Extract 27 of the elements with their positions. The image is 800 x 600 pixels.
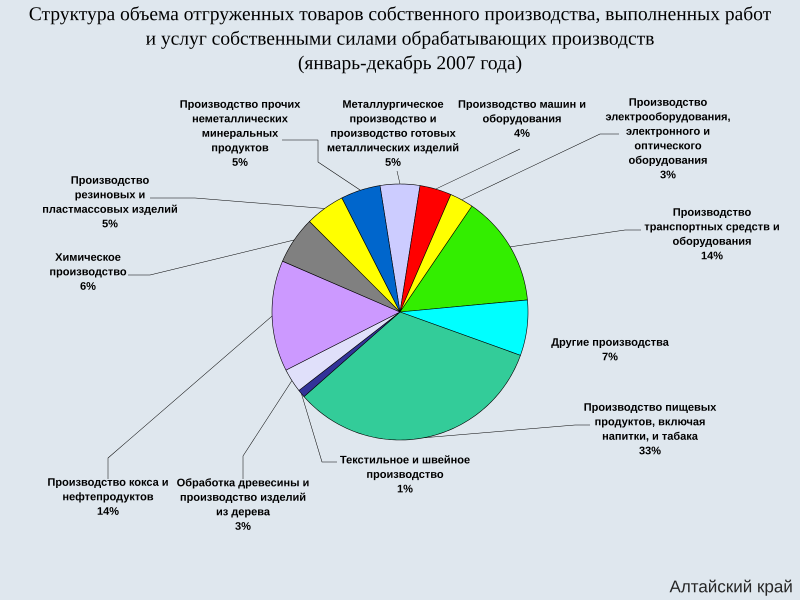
slice-label: Производство резиновых и пластмассовых изделий	[43, 176, 177, 215]
data-label: 5%	[102, 220, 118, 228]
data-label: 5%	[232, 158, 248, 166]
slice-label: Обработка древесины и производство изделий из дерева	[177, 478, 309, 518]
data-label: 1%	[398, 484, 413, 492]
slice-label: Производство машин и оборудования	[458, 100, 586, 125]
slice-label: Текстильное и швейное производство	[340, 455, 470, 480]
data-label: 14%	[98, 507, 119, 515]
data-label: 33%	[639, 446, 661, 454]
slice-label: Производство электрооборудования, электронного и оптического оборудования	[606, 98, 730, 166]
slice-label: Производство прочих неметаллических минеральных продуктов	[180, 100, 300, 154]
slice-label: Производство кокса и нефтепродуктов	[48, 478, 168, 503]
slice-label: Производство пищевых продуктов, включая напитки, и табака	[584, 403, 716, 442]
data-label: 7%	[602, 352, 618, 360]
slice-label: Производство транспортных средств и оборудования	[644, 208, 779, 248]
data-label: 14%	[702, 252, 723, 260]
chart-subtitle: (январь-декабрь 2007 года)	[298, 55, 522, 74]
slice-label: Химическое производство	[50, 253, 126, 278]
chart-title: Структура объема отгруженных товаров собственного производства, выполненных работ и услуг собственными силами обрабатывающих производств	[30, 6, 771, 49]
data-label: 5%	[385, 158, 401, 166]
data-label: 4%	[514, 129, 530, 137]
slice-label: Другие производства	[551, 338, 669, 348]
data-label: 3%	[660, 170, 676, 178]
slice-label: Металлургическое производство и производство готовых металлических изделий	[328, 100, 458, 154]
data-label: 3%	[235, 522, 251, 530]
text: Алтайский край	[670, 580, 792, 596]
data-label: 6%	[80, 282, 96, 290]
